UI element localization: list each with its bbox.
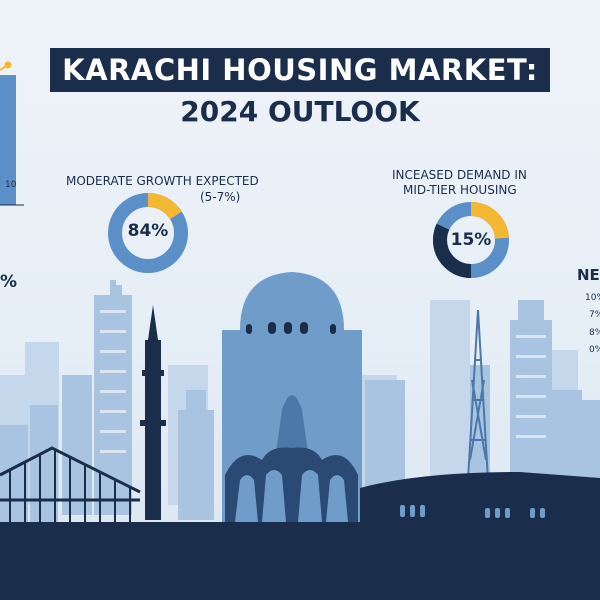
right-panel-value-2: 7% bbox=[589, 310, 600, 320]
right-panel-value-1: 10% bbox=[585, 293, 600, 303]
left-chart-tick-label: 10 bbox=[5, 180, 17, 190]
left-partial-chart bbox=[0, 61, 24, 206]
right-panel-heading: NEV bbox=[577, 266, 600, 284]
left-partial-percent: % bbox=[0, 272, 18, 292]
stat-left-percent: 84% bbox=[127, 221, 169, 241]
stat-right-sublabel: MID-TIER HOUSING bbox=[403, 183, 517, 197]
karachi-skyline-illustration bbox=[0, 272, 600, 600]
stat-right-label: INCEASED DEMAND IN bbox=[392, 168, 527, 182]
ground-band bbox=[0, 522, 600, 600]
stat-right-donut bbox=[433, 202, 509, 278]
stat-left-donut bbox=[108, 193, 188, 273]
left-chart-bar bbox=[0, 75, 16, 205]
right-panel-value-3: 8% bbox=[589, 328, 600, 338]
page-title: KARACHI HOUSING MARKET: bbox=[50, 48, 550, 92]
right-panel-value-4: 0% bbox=[589, 345, 600, 355]
page-subtitle: 2024 OUTLOOK bbox=[180, 95, 420, 128]
stat-right-percent: 15% bbox=[450, 230, 492, 250]
stat-left-label: MODERATE GROWTH EXPECTED bbox=[66, 174, 259, 188]
stat-left-sublabel: (5-7%) bbox=[200, 190, 241, 204]
